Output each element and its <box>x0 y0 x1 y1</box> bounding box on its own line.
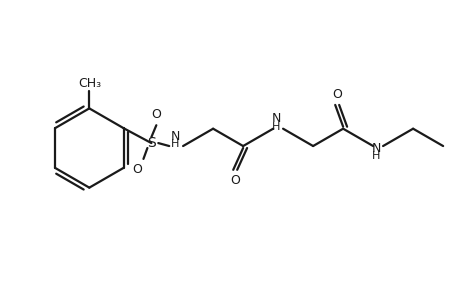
Text: N: N <box>271 112 280 125</box>
Text: CH₃: CH₃ <box>78 77 101 90</box>
Text: H: H <box>271 122 280 132</box>
Text: N: N <box>371 142 380 154</box>
Text: O: O <box>132 163 142 176</box>
Text: H: H <box>371 151 380 161</box>
Text: S: S <box>147 136 156 150</box>
Text: H: H <box>171 139 179 149</box>
Text: O: O <box>151 108 161 121</box>
Text: O: O <box>230 174 240 187</box>
Text: O: O <box>331 88 341 100</box>
Text: N: N <box>170 130 179 142</box>
